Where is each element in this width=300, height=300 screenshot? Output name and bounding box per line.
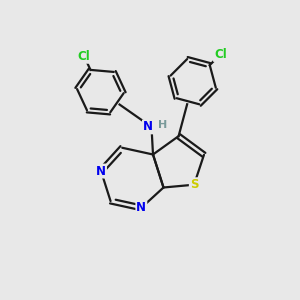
Text: Cl: Cl [78,50,91,63]
Text: N: N [143,120,153,134]
Text: Cl: Cl [214,48,227,61]
Text: S: S [190,178,198,191]
Text: N: N [96,164,106,178]
Text: N: N [136,201,146,214]
Text: H: H [158,120,167,130]
